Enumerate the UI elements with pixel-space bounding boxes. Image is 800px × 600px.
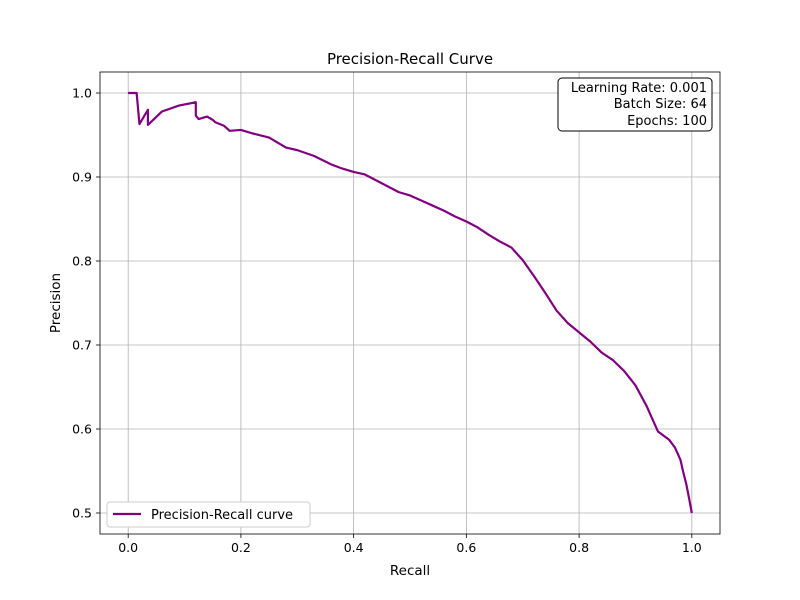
x-tick-label: 0.2 [231, 540, 251, 555]
x-axis-label: Recall [390, 563, 430, 579]
y-tick-label: 0.7 [72, 338, 92, 353]
x-tick-label: 0.4 [344, 540, 364, 555]
x-tick-label: 0.0 [118, 540, 138, 555]
legend-frame [106, 501, 311, 528]
info-epochs: Epochs: 100 [627, 114, 707, 129]
y-tick-label: 1.0 [72, 86, 92, 101]
legend: Precision-Recall curve [106, 501, 311, 528]
legend-label-pr-curve: Precision-Recall curve [151, 508, 293, 523]
y-tick-label: 0.8 [72, 254, 92, 269]
grid-lines [100, 72, 720, 534]
y-axis-label: Precision [48, 273, 64, 333]
x-tick-label: 1.0 [682, 540, 702, 555]
axis-ticks: 0.0 0.2 0.4 0.6 0.8 1.0 0.5 0.6 0.7 0.8 0.9 1.0 [72, 86, 702, 556]
info-box: Learning Rate: 0.001 Batch Size: 64 Epoc… [557, 77, 713, 132]
info-batch-size: Batch Size: 64 [614, 97, 707, 112]
info-learning-rate: Learning Rate: 0.001 [571, 81, 707, 96]
series-layer [128, 91, 693, 514]
y-tick-label: 0.6 [72, 422, 92, 437]
y-tick-label: 0.5 [72, 506, 92, 521]
chart-title: Precision-Recall Curve [327, 50, 493, 68]
series-line-pr-curve [128, 91, 693, 514]
y-tick-label: 0.9 [72, 170, 92, 185]
info-box-frame [557, 77, 713, 132]
plot-frame [99, 71, 721, 535]
x-tick-label: 0.6 [456, 540, 476, 555]
x-tick-label: 0.8 [569, 540, 589, 555]
